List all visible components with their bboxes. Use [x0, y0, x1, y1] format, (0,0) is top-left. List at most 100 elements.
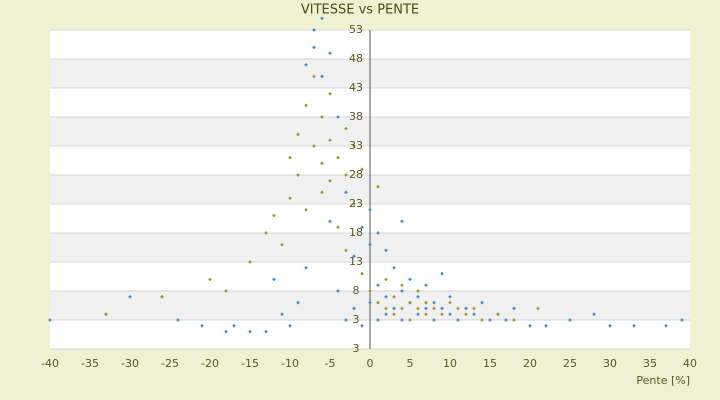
point	[408, 300, 412, 305]
point	[432, 306, 436, 311]
point	[424, 300, 428, 305]
point	[448, 300, 452, 305]
point	[288, 155, 292, 160]
point	[416, 312, 420, 317]
point	[392, 306, 396, 311]
chart-title: VITESSE vs PENTE	[301, 3, 419, 18]
point	[608, 323, 612, 328]
point	[376, 231, 380, 235]
point	[328, 178, 332, 183]
y-tick-label: 43	[349, 81, 363, 94]
y-tick-label: 8	[353, 284, 360, 297]
point	[224, 289, 228, 293]
point	[408, 318, 412, 322]
x-tick-label: 35	[643, 357, 657, 370]
point	[248, 260, 252, 264]
point	[536, 306, 540, 311]
x-tick-label: 25	[563, 357, 577, 370]
y-tick-label: 28	[349, 168, 363, 181]
point	[336, 225, 340, 230]
point	[360, 225, 364, 230]
point	[440, 312, 444, 317]
point	[488, 318, 492, 322]
point	[424, 306, 428, 311]
point	[472, 312, 476, 317]
point	[344, 126, 348, 131]
point	[392, 294, 396, 299]
point	[304, 62, 308, 67]
point	[368, 242, 372, 247]
point	[208, 277, 212, 282]
point	[384, 312, 388, 317]
point	[352, 306, 356, 311]
point	[464, 306, 468, 311]
x-tick-label: -20	[201, 357, 219, 370]
point	[456, 306, 460, 311]
x-tick-label: -15	[241, 357, 259, 370]
point	[344, 190, 348, 195]
point	[352, 144, 356, 148]
point	[480, 318, 484, 322]
point	[376, 283, 380, 288]
point	[200, 323, 204, 328]
point	[384, 277, 388, 282]
y-tick-label: 18	[349, 226, 363, 239]
point	[344, 248, 348, 253]
x-tick-label: 40	[683, 357, 697, 370]
point	[376, 318, 380, 322]
point	[336, 155, 340, 160]
point	[320, 161, 324, 166]
point	[400, 289, 404, 293]
point	[632, 323, 636, 328]
point	[320, 115, 324, 119]
point	[400, 306, 404, 311]
point	[320, 190, 324, 195]
point	[384, 294, 388, 299]
point	[384, 248, 388, 253]
point	[504, 318, 508, 322]
point	[544, 323, 548, 328]
point	[360, 271, 364, 276]
y-tick-label: 3	[353, 342, 360, 355]
point	[304, 265, 308, 270]
point	[416, 306, 420, 311]
point	[352, 202, 356, 206]
point	[328, 219, 332, 224]
point	[352, 254, 356, 259]
point	[464, 312, 468, 317]
point	[416, 289, 420, 293]
x-axis-label: Pente [%]	[636, 374, 690, 387]
point	[360, 323, 364, 328]
point	[432, 300, 436, 305]
x-tick-label: 30	[603, 357, 617, 370]
point	[392, 312, 396, 317]
point	[424, 283, 428, 288]
point	[440, 271, 444, 276]
point	[288, 323, 292, 328]
point	[272, 213, 276, 218]
point	[344, 318, 348, 322]
y-tick-label: 53	[349, 23, 363, 36]
point	[248, 329, 252, 334]
x-tick-label: -35	[81, 357, 99, 370]
point	[664, 323, 668, 328]
point	[368, 207, 372, 212]
x-tick-label: -5	[325, 357, 336, 370]
point	[328, 138, 332, 143]
point	[224, 329, 228, 334]
point	[296, 132, 300, 137]
x-tick-label: 5	[407, 357, 414, 370]
point	[344, 173, 348, 177]
x-tick-label: 10	[443, 357, 457, 370]
point	[128, 294, 132, 299]
point	[376, 300, 380, 305]
point	[472, 306, 476, 311]
point	[448, 294, 452, 299]
point	[312, 144, 316, 148]
y-tick-label: 23	[349, 197, 363, 210]
x-tick-label: 20	[523, 357, 537, 370]
point	[456, 318, 460, 322]
point	[592, 312, 596, 317]
point	[160, 294, 164, 299]
point	[384, 306, 388, 311]
